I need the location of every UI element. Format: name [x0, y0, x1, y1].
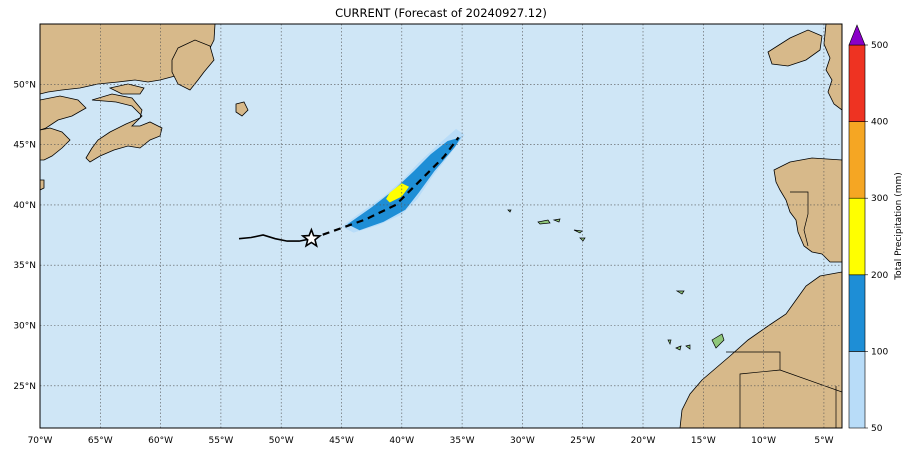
longitude-tick-label: 60°W: [148, 436, 173, 446]
colorbar-label: Total Precipitation (mm): [894, 172, 904, 281]
colorbar-segment: [848, 44, 866, 122]
colorbar-extend-triangle: [848, 24, 866, 46]
precip-band-100-200: [347, 137, 461, 231]
longitude-tick-label: 55°W: [208, 436, 233, 446]
longitude-tick-label: 50°W: [269, 436, 294, 446]
ocean-area: [40, 24, 842, 428]
islands: [507, 209, 725, 351]
land-north-africa: [679, 271, 842, 428]
colorbar-tick-label: 400: [871, 118, 888, 128]
precipitation-swath: [341, 128, 465, 233]
colorbar-tick-label: 100: [871, 347, 888, 357]
longitude-tick-label: 10°W: [751, 436, 776, 446]
colorbar-tick-label: 200: [871, 271, 888, 281]
forecast-track-line: [311, 136, 460, 240]
colorbar-segment: [848, 274, 866, 352]
colorbar-tick-label: 50: [871, 424, 883, 434]
longitude-tick-label: 20°W: [631, 436, 656, 446]
land-british-isles: [767, 24, 842, 111]
longitude-tick-labels: 70°W 65°W 60°W 55°W 50°W 45°W 40°W 35°W 30°W 25°W…: [28, 436, 834, 446]
latitude-tick-label: 30°N: [13, 321, 36, 331]
map-frame: [39, 23, 843, 429]
latitude-tick-labels: 25°N 30°N 35°N 40°N 45°N 50°N: [13, 80, 36, 391]
longitude-tick-label: 45°W: [329, 436, 354, 446]
longitude-tick-label: 65°W: [88, 436, 113, 446]
colorbar-tick-label: 500: [871, 41, 888, 51]
land-north-america: [40, 24, 249, 191]
map-title: CURRENT (Forecast of 20240927.12): [335, 6, 547, 20]
colorbar-segment: [848, 351, 866, 429]
colorbar-segment: [848, 121, 866, 199]
precip-band-200-300: [386, 183, 409, 203]
longitude-tick-label: 15°W: [691, 436, 716, 446]
colorbar-segment: [848, 197, 866, 276]
longitude-tick-label: 25°W: [570, 436, 595, 446]
colorbar-tick-label: 300: [871, 194, 888, 204]
map-gridlines: [40, 24, 842, 428]
longitude-tick-label: 30°W: [510, 436, 535, 446]
latitude-tick-label: 45°N: [13, 141, 36, 151]
longitude-tick-label: 40°W: [389, 436, 414, 446]
colorbar: 50 100 200 300 400 500: [848, 24, 888, 434]
longitude-tick-label: 35°W: [450, 436, 475, 446]
storm-position-star-icon: [300, 227, 323, 248]
latitude-tick-label: 35°N: [13, 261, 36, 271]
latitude-tick-label: 25°N: [13, 382, 36, 392]
country-borders: [726, 191, 842, 428]
latitude-tick-label: 50°N: [13, 80, 36, 90]
longitude-tick-label: 5°W: [814, 436, 833, 446]
longitude-tick-label: 70°W: [28, 436, 53, 446]
latitude-tick-label: 40°N: [13, 201, 36, 211]
past-track-line: [238, 234, 312, 242]
